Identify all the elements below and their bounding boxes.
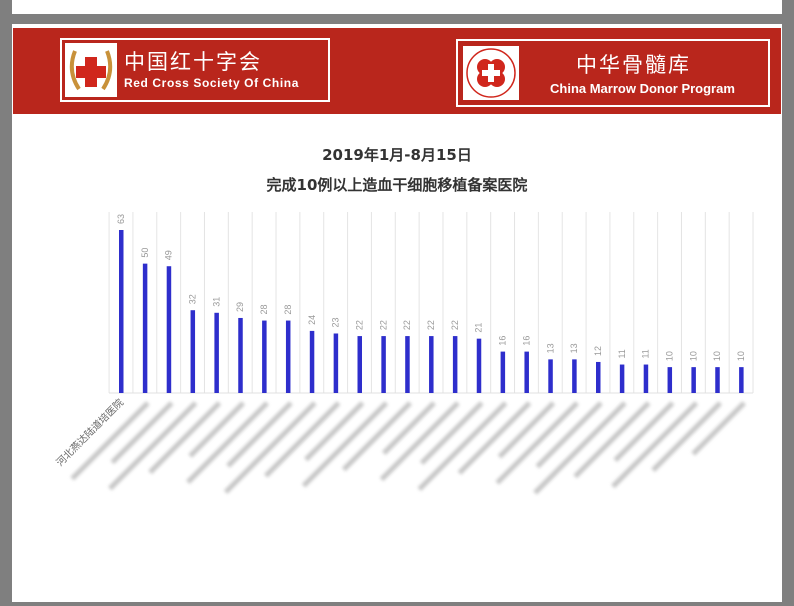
bar (643, 364, 649, 393)
bar (381, 336, 386, 393)
category-label-blurred (611, 401, 699, 489)
data-label: 28 (283, 305, 293, 315)
category-label-blurred (223, 401, 317, 494)
red-cross-emblem-icon (65, 43, 117, 97)
category-label-blurred (691, 401, 746, 456)
bar (357, 336, 362, 393)
data-label: 22 (355, 320, 365, 330)
data-label: 31 (211, 297, 221, 307)
category-label-blurred (304, 401, 365, 462)
data-label: 63 (116, 214, 126, 224)
cmdp-logo: 中华骨髓库 China Marrow Donor Program (456, 39, 770, 107)
category-label-blurred (613, 401, 675, 463)
bar (500, 351, 506, 393)
org1-chinese-name: 中国红十字会 (124, 50, 262, 74)
category-label-blurred (497, 401, 556, 459)
cmdp-emblem-icon (463, 46, 519, 100)
data-label: 10 (736, 351, 746, 361)
category-label-blurred (535, 401, 603, 469)
data-label: 22 (426, 320, 436, 330)
category-label-blurred (108, 401, 198, 491)
bar (119, 230, 124, 393)
data-label: 16 (498, 336, 508, 346)
red-cross-logo: 中国红十字会 Red Cross Society Of China (60, 38, 330, 102)
category-label-blurred (301, 401, 389, 488)
bar (238, 317, 243, 393)
bar (142, 263, 148, 393)
data-label: 23 (331, 317, 341, 327)
data-label: 22 (378, 320, 388, 330)
bar (452, 336, 458, 393)
bar (166, 266, 172, 393)
category-label-blurred (419, 401, 484, 465)
data-label: 50 (140, 248, 150, 258)
bar (715, 367, 720, 393)
data-label: 11 (641, 349, 651, 358)
data-label: 24 (307, 315, 317, 325)
bar (405, 336, 410, 393)
data-label: 29 (235, 302, 245, 312)
category-label-blurred (379, 401, 460, 482)
bar (285, 320, 291, 393)
bar (524, 351, 529, 393)
category-label-blurred (417, 401, 508, 492)
bar (739, 367, 744, 393)
data-label: 49 (164, 250, 174, 260)
data-label: 32 (188, 294, 198, 304)
data-label: 22 (450, 320, 460, 330)
data-label: 10 (712, 351, 722, 361)
category-label-blurred (148, 401, 222, 475)
category-label-blurred (651, 401, 723, 472)
bar (691, 367, 696, 393)
data-label: 28 (259, 305, 269, 315)
document-page: 中国红十字会 Red Cross Society Of China 中华骨髓库 … (12, 24, 782, 602)
bar (548, 359, 553, 393)
category-label-blurred (188, 401, 246, 458)
category-label-blurred (341, 401, 412, 472)
bar (214, 312, 219, 393)
data-label: 12 (593, 346, 603, 356)
bar (619, 364, 625, 393)
data-label: 22 (402, 320, 412, 330)
category-label-blurred (573, 401, 651, 479)
category-label-blurred (264, 401, 341, 478)
chart-subtitle: 完成10例以上造血干细胞移植备案医院 (266, 176, 528, 194)
category-label-blurred (457, 401, 532, 475)
org2-english-name: China Marrow Donor Program (550, 81, 735, 96)
chart-title: 2019年1月-8月15日 (322, 146, 472, 164)
data-label: 21 (474, 323, 484, 333)
window-top-strip (12, 0, 782, 14)
bar (596, 361, 601, 393)
bar (262, 320, 267, 393)
data-label: 16 (521, 336, 531, 346)
category-label-blurred (495, 401, 579, 485)
bar (190, 310, 196, 393)
bar (476, 338, 482, 393)
category-label-blurred (110, 401, 174, 465)
header-banner: 中国红十字会 Red Cross Society Of China 中华骨髓库 … (13, 28, 781, 114)
data-label: 10 (665, 351, 675, 361)
bar (309, 330, 315, 393)
data-label: 13 (569, 343, 579, 353)
data-label: 10 (688, 351, 698, 361)
bar (429, 336, 434, 393)
category-label-blurred (70, 401, 150, 481)
category-label-blurred (186, 401, 269, 484)
category-label-blurred (226, 401, 293, 468)
org2-chinese-name: 中华骨髓库 (576, 53, 691, 77)
bar (667, 367, 673, 393)
data-label: 13 (545, 343, 555, 353)
bar (333, 333, 339, 393)
org1-english-name: Red Cross Society Of China (124, 76, 299, 90)
data-label: 11 (617, 349, 627, 358)
bar (572, 359, 577, 393)
category-label-blurred (533, 401, 627, 495)
category-label-blurred (382, 401, 436, 455)
